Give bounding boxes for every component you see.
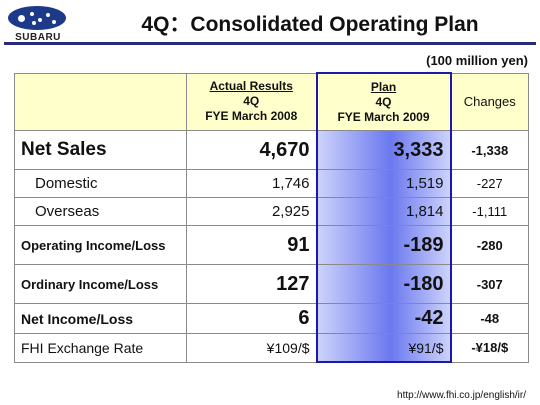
change-value: -48 <box>450 303 529 334</box>
plan-value: -42 <box>315 303 452 334</box>
change-value: -1,111 <box>450 197 529 226</box>
row-label: Domestic <box>14 169 187 198</box>
actual-value: 4,670 <box>186 130 317 170</box>
change-value: -307 <box>450 264 529 304</box>
changes-column-header: Changes <box>450 72 529 131</box>
plan-value: ¥91/$ <box>315 333 452 363</box>
actual-header-line3: FYE March 2008 <box>205 109 298 124</box>
row-label: FHI Exchange Rate <box>14 333 187 363</box>
table-row: Net Sales 4,670 3,333 -1,338 <box>14 130 529 170</box>
table-row: Overseas 2,925 1,814 -1,111 <box>14 197 529 226</box>
plan-value: 1,519 <box>315 169 452 198</box>
actual-header-line2: 4Q <box>243 94 260 109</box>
actual-value: ¥109/$ <box>186 333 317 363</box>
row-label: Ordinary Income/Loss <box>14 264 187 304</box>
table-header-row: Actual Results 4Q FYE March 2008 Plan 4Q… <box>14 72 529 131</box>
footer-url: http://www.fhi.co.jp/english/ir/ <box>397 390 526 401</box>
row-label: Overseas <box>14 197 187 226</box>
plan-value: 3,333 <box>315 130 452 170</box>
plan-header-line2: 4Q <box>375 94 392 109</box>
change-value: -227 <box>450 169 529 198</box>
plan-header-line3: FYE March 2009 <box>337 109 430 124</box>
unit-label: (100 million yen) <box>426 53 528 68</box>
table-row: Domestic 1,746 1,519 -227 <box>14 169 529 198</box>
table-row: Operating Income/Loss 91 -189 -280 <box>14 225 529 265</box>
logo-wordmark: SUBARU <box>15 32 61 43</box>
table-row: FHI Exchange Rate ¥109/$ ¥91/$ -¥18/$ <box>14 333 529 363</box>
plan-value: -180 <box>315 264 452 304</box>
table-row: Ordinary Income/Loss 127 -180 -307 <box>14 264 529 304</box>
change-value: -¥18/$ <box>450 333 529 363</box>
actual-value: 6 <box>186 303 317 334</box>
actual-column-header: Actual Results 4Q FYE March 2008 <box>186 72 317 131</box>
actual-value: 2,925 <box>186 197 317 226</box>
page-title: 4Q：Consolidated Operating Plan <box>141 13 479 36</box>
plan-value: 1,814 <box>315 197 452 226</box>
change-value: -1,338 <box>450 130 529 170</box>
plan-value: -189 <box>315 225 452 265</box>
operating-plan-table: Actual Results 4Q FYE March 2008 Plan 4Q… <box>14 72 529 363</box>
row-label: Net Sales <box>14 130 187 170</box>
actual-value: 127 <box>186 264 317 304</box>
plan-column-header: Plan 4Q FYE March 2009 <box>315 72 452 131</box>
row-label: Net Income/Loss <box>14 303 187 334</box>
actual-value: 91 <box>186 225 317 265</box>
plan-header-line1: Plan <box>370 79 397 94</box>
actual-value: 1,746 <box>186 169 317 198</box>
change-value: -280 <box>450 225 529 265</box>
title-divider <box>4 42 536 45</box>
table-row: Net Income/Loss 6 -42 -48 <box>14 303 529 334</box>
pleiades-emblem-icon <box>8 6 66 30</box>
row-label: Operating Income/Loss <box>14 225 187 265</box>
subaru-logo: SUBARU <box>4 4 72 46</box>
actual-header-line1: Actual Results <box>209 79 293 94</box>
header-blank-cell <box>14 72 187 131</box>
